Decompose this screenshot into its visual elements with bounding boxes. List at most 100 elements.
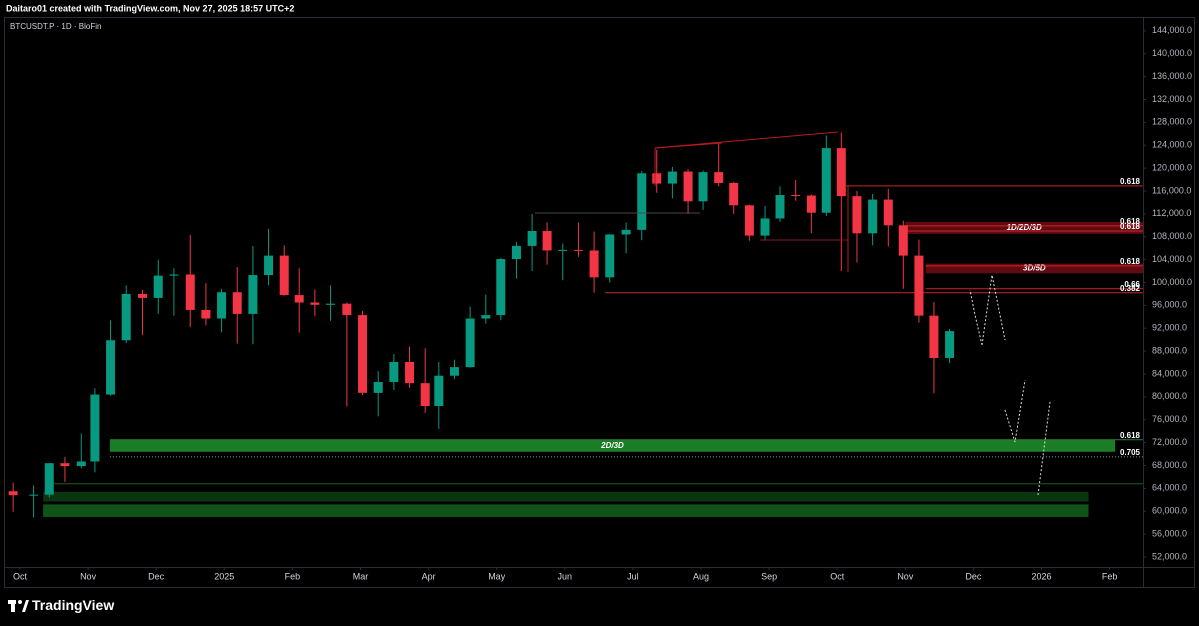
candle-body: [914, 255, 924, 316]
y-tick-label: 64,000.0: [1152, 483, 1187, 493]
y-tick-label: 116,000.0: [1152, 185, 1191, 195]
candle-body: [138, 293, 148, 298]
x-tick-label: Feb: [1102, 571, 1118, 581]
candle-body: [342, 303, 352, 316]
candle-body: [201, 309, 211, 319]
candle-body: [169, 274, 179, 276]
candle-body: [667, 171, 677, 184]
level-label: 0.618: [1120, 222, 1141, 231]
plot-layer: 1D/2D/3D3D/5D2D/3D0.6180.6180.6180.6180.…: [8, 132, 1143, 518]
candle-body: [389, 361, 399, 382]
zone: [43, 504, 1089, 517]
candle-body: [760, 218, 770, 236]
candle-body: [637, 173, 647, 230]
candle-body: [698, 172, 708, 202]
candle-body: [527, 231, 537, 246]
candle-body: [852, 196, 862, 234]
candle-body: [90, 394, 100, 462]
logo-part: [22, 600, 29, 612]
candle-body: [929, 315, 939, 358]
level-label: 0.618: [1120, 217, 1141, 226]
x-tick-label: Jul: [627, 571, 639, 581]
candle-body: [121, 293, 131, 341]
candle-body: [326, 303, 336, 305]
candle-body: [868, 199, 878, 234]
level-label: 0.382: [1120, 284, 1141, 293]
zone-label: 1D/2D/3D: [1007, 223, 1042, 232]
y-tick-label: 60,000.0: [1152, 506, 1187, 516]
candle-body: [605, 234, 615, 278]
candle-body: [405, 361, 415, 384]
candle-body: [775, 194, 785, 219]
logo-part: [18, 600, 22, 604]
y-tick-label: 128,000.0: [1152, 117, 1192, 127]
y-tick-label: 84,000.0: [1152, 368, 1187, 378]
candle-body: [44, 463, 54, 495]
candle-body: [232, 292, 242, 314]
x-tick-label: Sep: [761, 571, 777, 581]
x-tick-label: Nov: [80, 571, 97, 581]
candle-body: [883, 199, 893, 226]
candle-body: [434, 375, 444, 407]
x-tick-label: 2026: [1032, 571, 1052, 581]
candle-body: [729, 182, 739, 206]
y-tick-label: 100,000.0: [1152, 277, 1192, 287]
projection-arrow: [1004, 379, 1026, 443]
level-label: 0.618: [1120, 257, 1141, 266]
y-tick-label: 88,000.0: [1152, 345, 1187, 355]
candle-body: [310, 302, 320, 305]
trend-line: [654, 142, 723, 149]
candle-body: [573, 249, 583, 251]
y-tick-label: 52,000.0: [1152, 551, 1187, 561]
y-tick-label: 68,000.0: [1152, 460, 1187, 470]
candle-body: [821, 148, 831, 213]
x-tick-label: May: [488, 571, 506, 581]
y-tick-label: 120,000.0: [1152, 162, 1192, 172]
y-tick-label: 132,000.0: [1152, 94, 1192, 104]
candle-body: [511, 245, 521, 260]
y-tick-label: 56,000.0: [1152, 528, 1187, 538]
candle-body: [373, 381, 383, 393]
candle-body: [945, 331, 955, 358]
x-tick-label: Dec: [148, 571, 165, 581]
candle-body: [185, 274, 195, 310]
candle-body: [542, 231, 552, 251]
candle-body: [465, 318, 475, 368]
level-label: 0.618: [1120, 431, 1141, 440]
zone: [109, 439, 1116, 452]
candle-body: [558, 249, 568, 251]
candle-body: [217, 292, 227, 319]
candle-body: [791, 194, 801, 196]
y-tick-label: 80,000.0: [1152, 391, 1187, 401]
x-tick-label: Apr: [422, 571, 436, 581]
y-tick-label: 72,000.0: [1152, 437, 1187, 447]
x-tick-label: Dec: [965, 571, 982, 581]
x-tick-label: Oct: [830, 571, 845, 581]
candle-body: [8, 491, 18, 496]
x-tick-label: Nov: [897, 571, 914, 581]
candle-body: [621, 229, 631, 235]
candle-body: [29, 494, 39, 496]
y-tick-label: 76,000.0: [1152, 414, 1187, 424]
y-tick-label: 136,000.0: [1152, 71, 1192, 81]
candle-body: [279, 255, 289, 296]
y-tick-label: 124,000.0: [1152, 140, 1192, 150]
candle-body: [898, 225, 908, 256]
x-tick-label: Jun: [558, 571, 573, 581]
candle-body: [744, 205, 754, 236]
candle-body: [106, 340, 116, 395]
candle-body: [153, 275, 163, 298]
y-tick-label: 96,000.0: [1152, 300, 1187, 310]
candle-body: [589, 250, 599, 278]
y-tick-label: 140,000.0: [1152, 48, 1192, 58]
x-tick-label: Mar: [353, 571, 369, 581]
panel-frame: [4, 17, 1195, 588]
level-label: 0.66: [1124, 280, 1140, 289]
x-tick-label: Aug: [693, 571, 709, 581]
y-tick-label: 104,000.0: [1152, 254, 1192, 264]
y-tick-label: 144,000.0: [1152, 25, 1192, 35]
zone: [925, 263, 1143, 274]
level-label: 0.618: [1120, 177, 1141, 186]
